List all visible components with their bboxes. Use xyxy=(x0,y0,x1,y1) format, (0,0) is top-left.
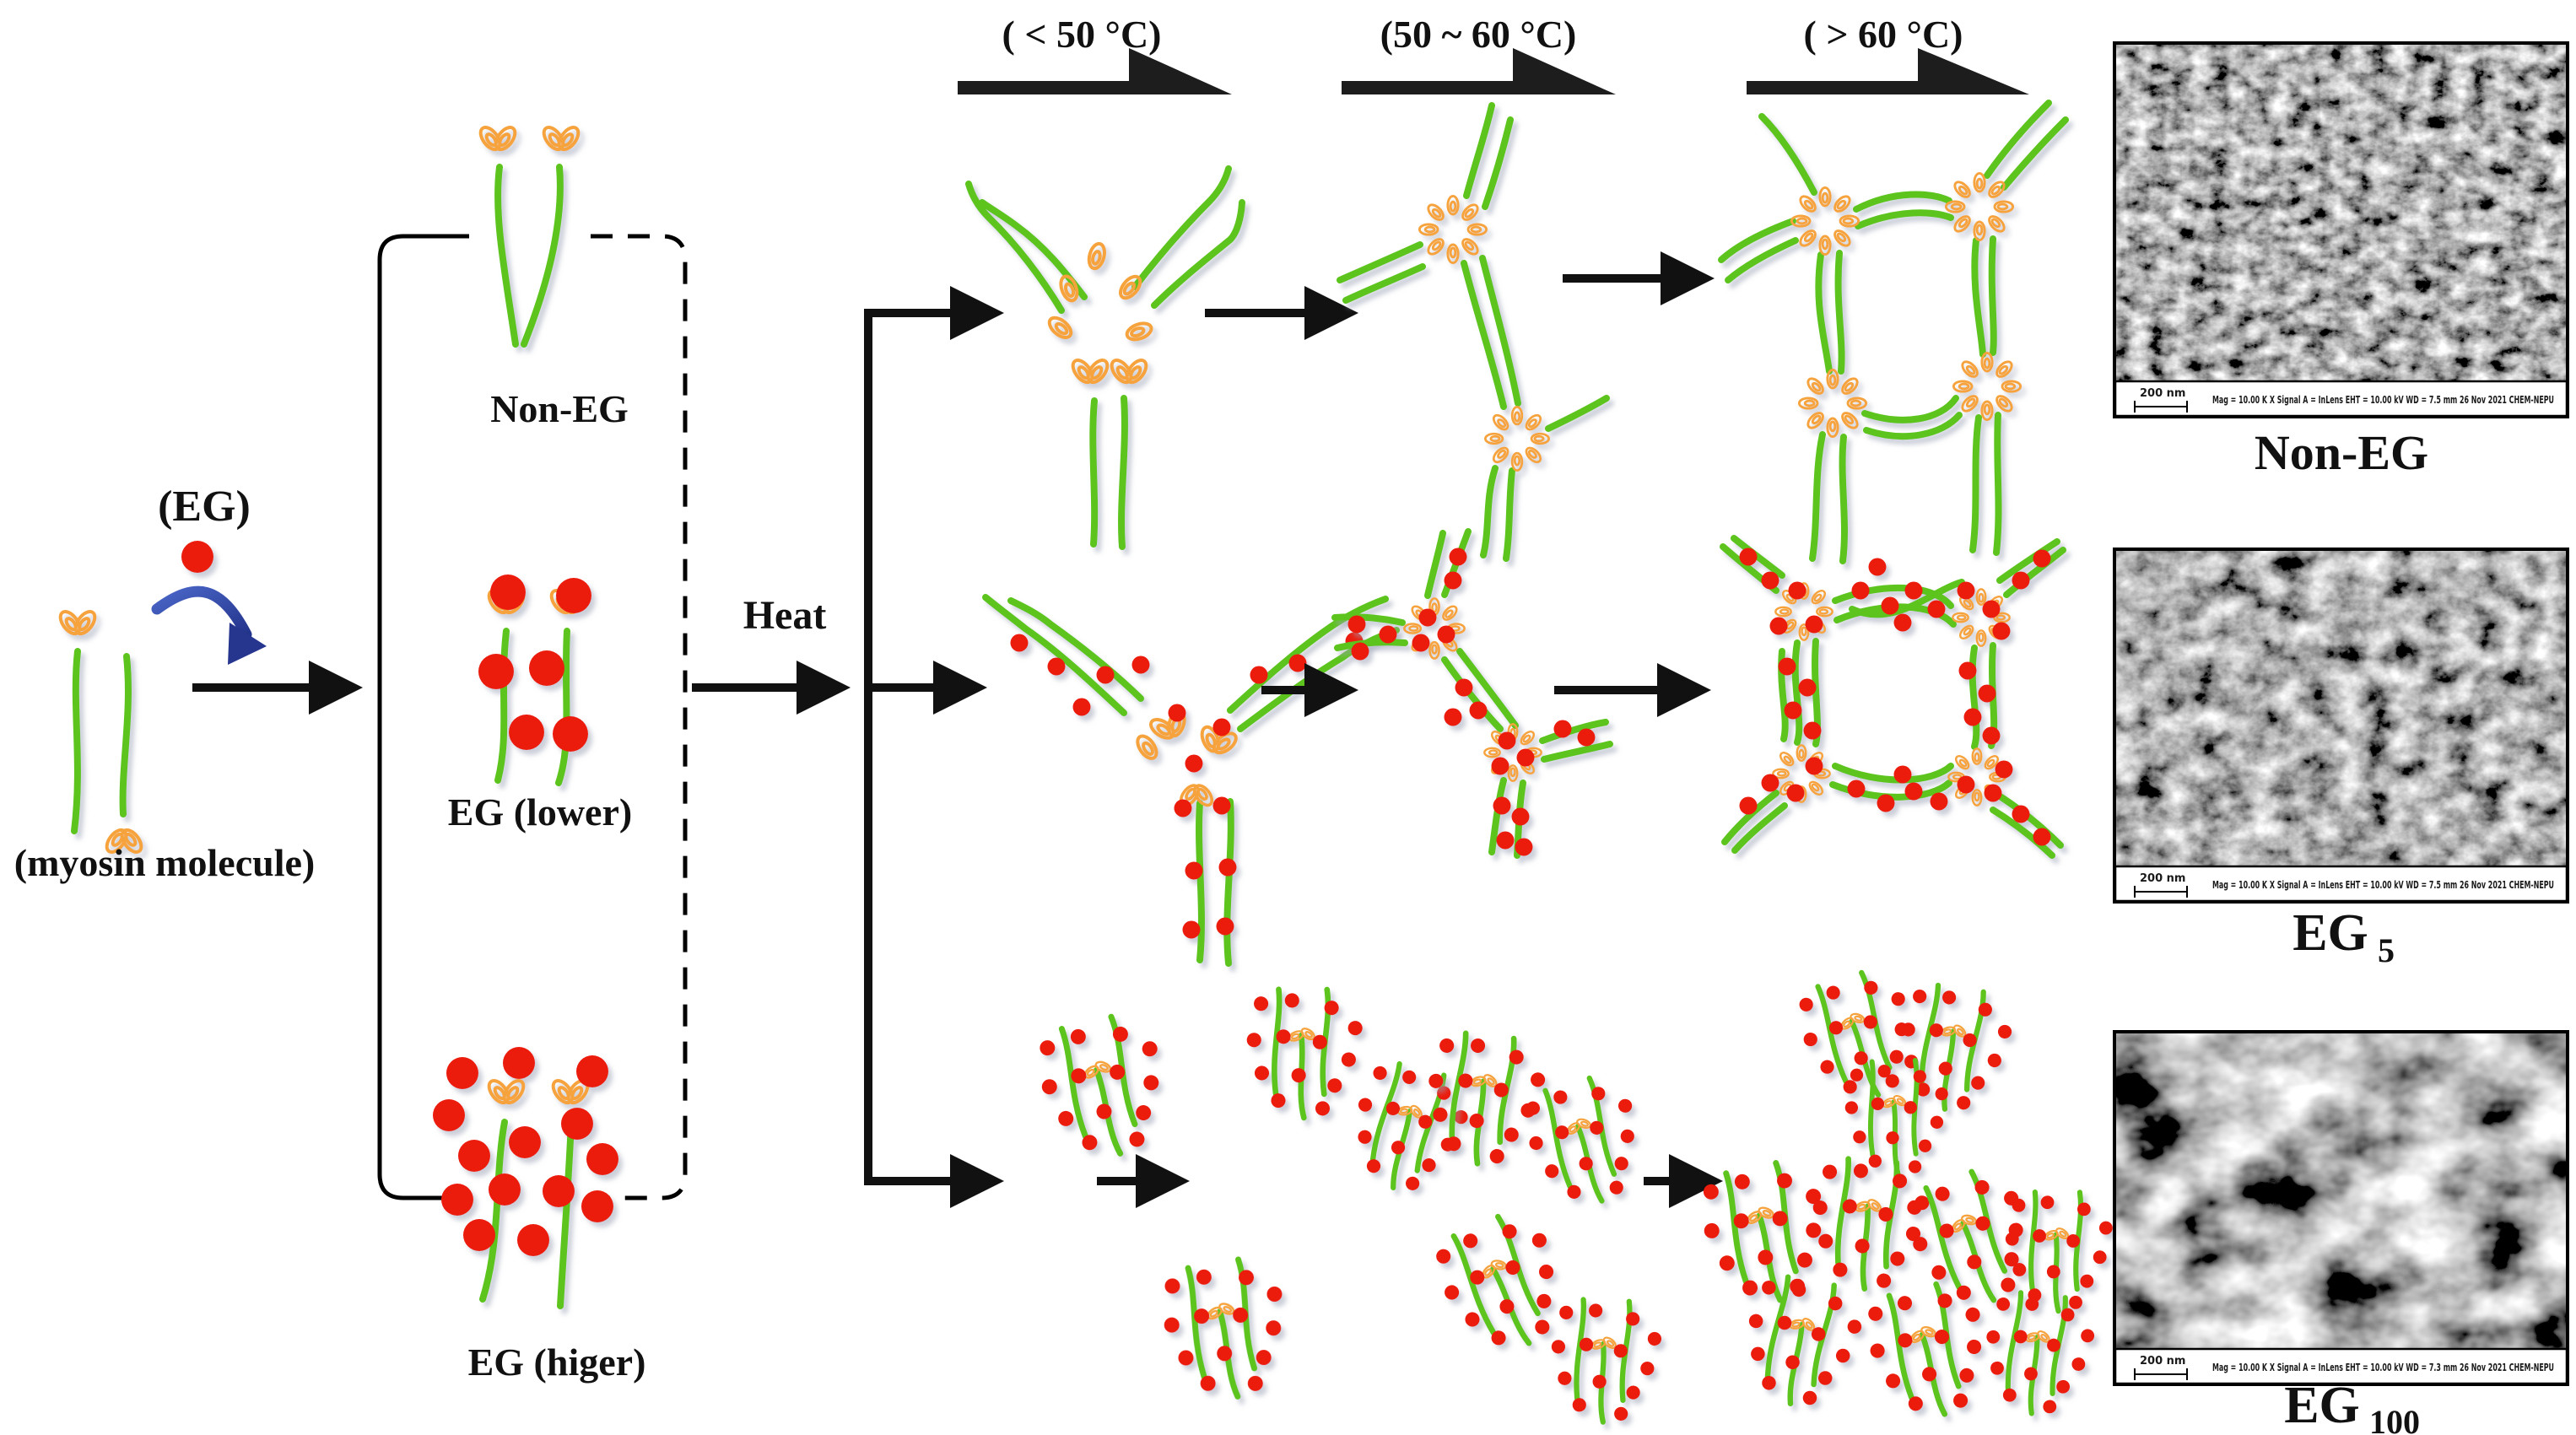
group-eg-higher xyxy=(433,1047,618,1309)
bracket-dashed-edge xyxy=(591,234,688,1200)
heat-label: Heat xyxy=(743,593,827,638)
diagram-noneg-stage2 xyxy=(1337,102,1610,562)
sem-infobar-noneg xyxy=(2114,380,2568,418)
temp-stage1-label: ( < 50 °C) xyxy=(1002,13,1162,56)
diagram-eg100-stage1 xyxy=(1034,982,1479,1401)
sem-label-noneg: Non-EG xyxy=(2255,425,2428,480)
sem-scalebar-label-1: 200 nm xyxy=(2140,387,2185,400)
temp-ramp2-icon xyxy=(1342,48,1616,94)
sem-scalebar-line-1 xyxy=(2134,401,2188,413)
myosin-molecule-pair xyxy=(57,608,145,855)
diagram-noneg-stage3 xyxy=(1718,100,2069,564)
sem-image-noneg xyxy=(2115,44,2567,381)
sem-scalebar-label-3: 200 nm xyxy=(2140,1355,2185,1368)
sem-scalebar-label-2: 200 nm xyxy=(2140,872,2185,885)
diagram-eg5-stage1 xyxy=(982,594,1400,967)
sem-panel-eg100: 200 nm Mag = 10.00 K X Signal A = InLens… xyxy=(2113,1030,2569,1435)
sem-metadata-1: Mag = 10.00 K X Signal A = InLens EHT = … xyxy=(2212,394,2554,406)
temp-ramp3-icon xyxy=(1747,48,2029,94)
myosin-molecule-label: (myosin molecule) xyxy=(14,841,315,884)
bracket-solid-edge xyxy=(377,234,473,1200)
diagram-eg100-stage3 xyxy=(1698,965,2116,1423)
group-eg-higher-label: EG (higer) xyxy=(468,1341,646,1384)
sem-panel-noneg: 200 nm Mag = 10.00 K X Signal A = InLens… xyxy=(2113,41,2569,480)
group-non-eg-label: Non-EG xyxy=(490,387,629,430)
diagram-noneg-stage1 xyxy=(965,165,1245,550)
sem-metadata-2: Mag = 10.00 K X Signal A = InLens EHT = … xyxy=(2212,879,2554,891)
group-non-eg xyxy=(477,124,582,348)
sem-infobar-eg5 xyxy=(2114,865,2568,903)
sem-label-eg5-base: EG xyxy=(2292,904,2368,962)
sem-metadata-3: Mag = 10.00 K X Signal A = InLens EHT = … xyxy=(2212,1362,2554,1373)
sem-label-eg100-sub: 100 xyxy=(2369,1403,2420,1435)
diagram-eg5-stage2 xyxy=(1331,528,1613,859)
sem-panel-eg5: 200 nm Mag = 10.00 K X Signal A = InLens… xyxy=(2113,548,2569,969)
group-eg-lower-label: EG (lower) xyxy=(448,790,632,833)
sem-scalebar-line-3 xyxy=(2134,1368,2188,1380)
sem-scalebar-line-2 xyxy=(2134,886,2188,898)
diagram-eg5-stage3 xyxy=(1720,535,2066,859)
sem-label-eg5-sub: 5 xyxy=(2378,931,2395,969)
group-eg-lower xyxy=(478,575,591,786)
temp-ramp1-icon xyxy=(958,48,1232,94)
eg-label: (EG) xyxy=(158,483,251,531)
temp-stage2-label: (50 ~ 60 °C) xyxy=(1380,13,1577,56)
sem-label-eg100-base: EG xyxy=(2284,1377,2360,1434)
temp-stage3-label: ( > 60 °C) xyxy=(1804,13,1963,56)
sem-image-eg5 xyxy=(2115,550,2567,866)
eg-red-dot-icon xyxy=(181,541,213,573)
curved-heat-arrow-icon xyxy=(151,585,267,665)
sem-image-eg100 xyxy=(2115,1033,2567,1349)
diagram-eg100-stage2 xyxy=(1414,1023,1666,1429)
